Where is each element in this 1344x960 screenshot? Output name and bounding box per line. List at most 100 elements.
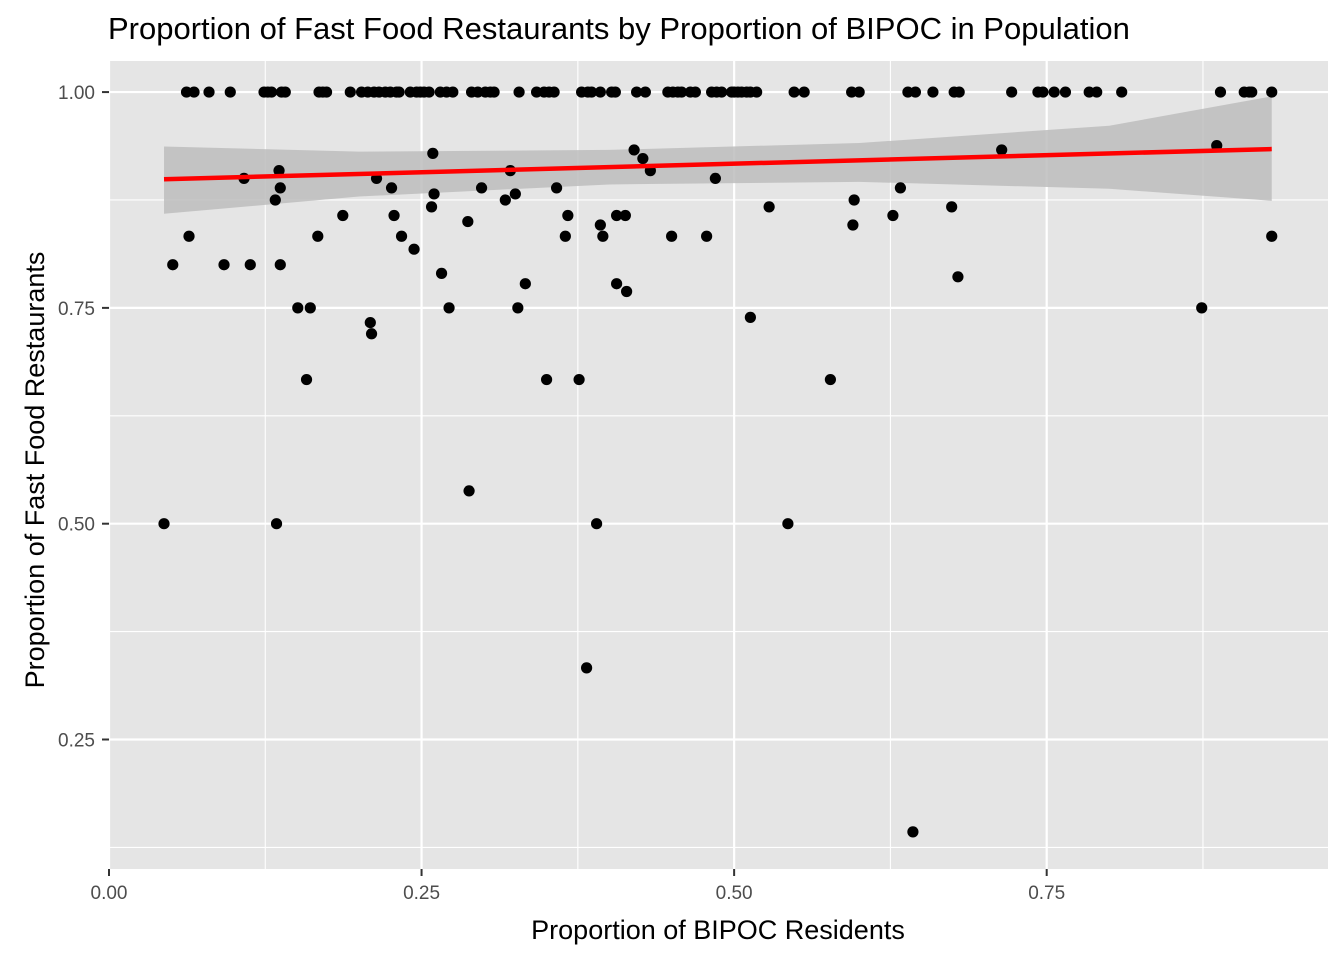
- data-point: [513, 86, 525, 98]
- confidence-band-layer: [164, 96, 1272, 214]
- data-point: [158, 518, 170, 530]
- data-point: [1059, 86, 1072, 98]
- data-point: [435, 267, 448, 279]
- data-point: [597, 230, 609, 242]
- data-point: [763, 201, 775, 213]
- data-point: [519, 278, 531, 290]
- axes-layer: 0.00 0.25 0.50 0.75 0.25 0.50 0.75 1.00: [58, 83, 1065, 904]
- data-point: [782, 518, 794, 530]
- data-point: [907, 826, 919, 838]
- data-point: [393, 86, 405, 98]
- data-point: [274, 259, 286, 271]
- points-layer: [158, 86, 1278, 838]
- data-point: [462, 215, 474, 228]
- data-point: [716, 86, 728, 98]
- data-point: [463, 485, 475, 497]
- data-point: [631, 86, 643, 98]
- y-tick-label: 1.00: [58, 83, 95, 104]
- data-point: [269, 194, 281, 206]
- data-point: [946, 201, 958, 213]
- data-point: [953, 86, 965, 98]
- data-point: [744, 311, 756, 323]
- data-point: [188, 86, 200, 98]
- major-grid: [107, 61, 1328, 869]
- data-point: [385, 182, 398, 194]
- x-axis-title: Proportion of BIPOC Residents: [531, 915, 905, 945]
- data-point: [540, 373, 553, 386]
- data-point: [1196, 302, 1208, 314]
- data-point: [344, 86, 356, 98]
- data-point: [447, 86, 459, 98]
- data-point: [591, 518, 603, 530]
- data-point: [428, 188, 440, 200]
- data-point: [499, 194, 511, 206]
- y-tick-label: 0.25: [58, 731, 95, 752]
- data-point: [203, 86, 215, 98]
- data-point: [585, 86, 598, 98]
- data-point: [183, 230, 195, 242]
- data-point: [621, 285, 633, 298]
- y-tick-label: 0.75: [58, 299, 95, 320]
- data-point: [364, 316, 376, 329]
- data-point: [548, 86, 560, 98]
- data-point: [408, 243, 420, 255]
- data-point: [689, 86, 701, 98]
- data-point: [312, 230, 324, 242]
- x-tick-label: 0.75: [1028, 883, 1065, 904]
- data-point: [167, 259, 179, 271]
- x-tick-label: 0.00: [91, 883, 128, 904]
- data-point: [887, 209, 899, 222]
- data-point: [996, 144, 1008, 156]
- data-point: [701, 230, 713, 242]
- data-point: [320, 86, 333, 98]
- data-point: [1266, 230, 1278, 242]
- data-point: [1006, 86, 1018, 98]
- data-point: [628, 144, 640, 156]
- data-point: [423, 86, 435, 98]
- data-point: [300, 373, 313, 386]
- y-axis-title: Proportion of Fast Food Restaurants: [20, 252, 50, 689]
- data-point: [274, 182, 286, 194]
- data-point: [909, 86, 922, 98]
- data-point: [1048, 86, 1060, 98]
- data-point: [666, 230, 678, 242]
- data-point: [853, 86, 865, 98]
- data-point: [573, 373, 585, 386]
- data-point: [848, 194, 860, 206]
- regression-line: [163, 146, 1272, 182]
- data-point: [395, 230, 408, 242]
- data-point: [952, 271, 964, 283]
- data-point: [388, 209, 400, 222]
- data-point: [676, 86, 688, 98]
- data-point: [927, 86, 939, 98]
- y-tick-label: 0.50: [58, 515, 95, 536]
- data-point: [639, 86, 651, 98]
- data-point: [1091, 86, 1103, 98]
- x-tick-label: 0.25: [403, 883, 440, 904]
- data-point: [562, 209, 574, 222]
- data-point: [594, 86, 606, 98]
- data-point: [365, 328, 378, 340]
- data-point: [512, 302, 524, 314]
- data-point: [273, 165, 285, 177]
- data-point: [218, 259, 230, 271]
- data-point: [304, 302, 316, 314]
- data-point: [1246, 86, 1258, 98]
- fit-line-layer: [163, 146, 1272, 182]
- data-point: [709, 172, 721, 185]
- data-point: [550, 182, 563, 194]
- data-point: [279, 86, 291, 98]
- data-point: [292, 302, 304, 314]
- data-point: [425, 201, 438, 213]
- data-point: [488, 86, 500, 98]
- data-point: [580, 662, 593, 674]
- data-point: [611, 209, 623, 222]
- data-point: [788, 86, 800, 98]
- data-point: [443, 302, 455, 314]
- data-point: [611, 278, 623, 290]
- data-point: [594, 219, 606, 231]
- data-point: [244, 259, 256, 271]
- data-point: [270, 518, 283, 530]
- data-point: [894, 182, 907, 194]
